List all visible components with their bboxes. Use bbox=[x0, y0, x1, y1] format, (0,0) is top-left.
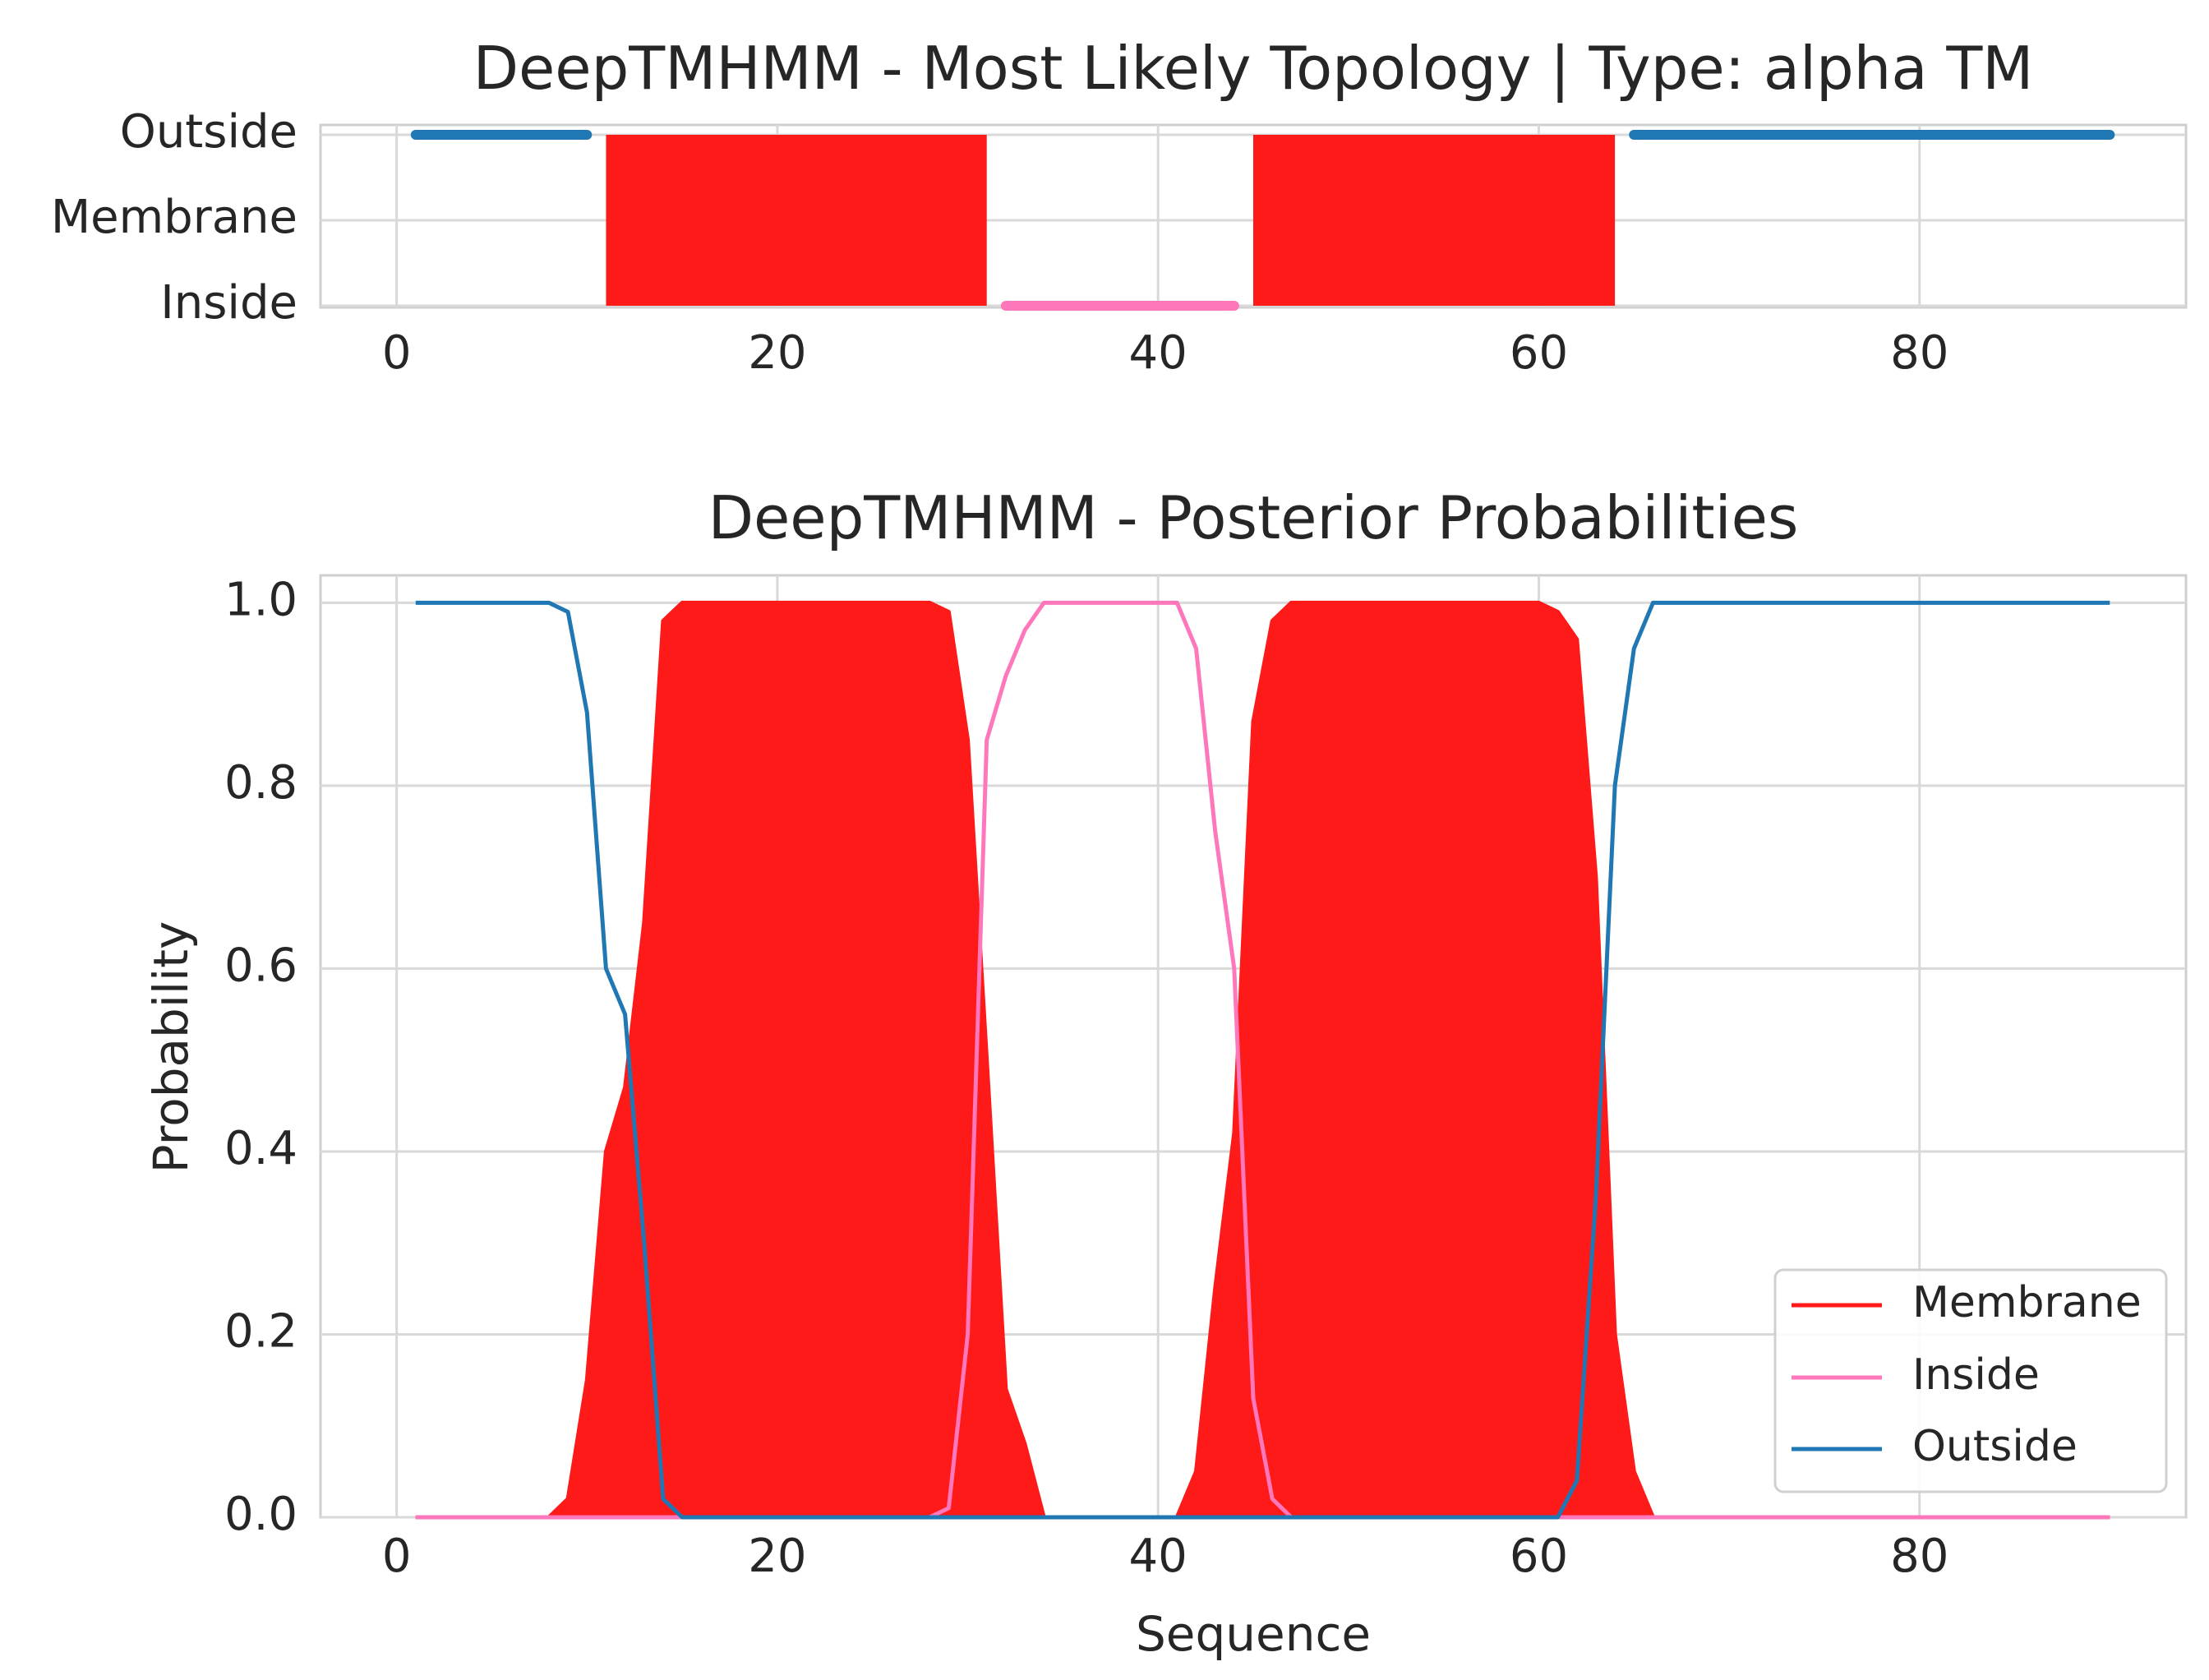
posterior-y-axis-label: Probability bbox=[143, 921, 199, 1174]
topology-xtick-label: 80 bbox=[1890, 326, 1948, 380]
topology-xtick-label: 0 bbox=[382, 326, 412, 380]
posterior-chart-title: DeepTMHMM - Posterior Probabilities bbox=[708, 483, 1799, 552]
posterior-ytick-label: 0.6 bbox=[224, 939, 297, 993]
posterior-xtick-label: 80 bbox=[1890, 1530, 1948, 1583]
posterior-ytick-label: 0.8 bbox=[224, 756, 297, 810]
posterior-xtick-label: 60 bbox=[1510, 1530, 1568, 1583]
topology-segment-membrane bbox=[1253, 135, 1616, 306]
topology-ytick-outside: Outside bbox=[120, 105, 297, 159]
topology-segment-membrane bbox=[606, 135, 987, 306]
posterior-xtick-label: 0 bbox=[382, 1530, 412, 1583]
posterior-x-axis-label: Sequence bbox=[1136, 1606, 1371, 1662]
topology-ytick-membrane: Membrane bbox=[51, 191, 297, 244]
topology-chart-title: DeepTMHMM - Most Likely Topology | Type:… bbox=[473, 34, 2034, 104]
legend-inside-label: Inside bbox=[1912, 1350, 2040, 1400]
posterior-xtick-label: 40 bbox=[1129, 1530, 1188, 1583]
series-membrane-area bbox=[415, 602, 2110, 1517]
posterior-ytick-label: 0.0 bbox=[224, 1488, 297, 1541]
series-outside-line bbox=[415, 600, 2110, 1520]
legend-frame bbox=[1773, 1268, 2168, 1493]
topology-xtick-label: 20 bbox=[748, 326, 806, 380]
posterior-legend: Membrane Inside Outside bbox=[1773, 1268, 2168, 1493]
legend-membrane-label: Membrane bbox=[1912, 1278, 2142, 1327]
posterior-ytick-label: 0.2 bbox=[224, 1305, 297, 1359]
topology-ytick-inside: Inside bbox=[160, 276, 297, 330]
topology-xtick-label: 60 bbox=[1510, 326, 1568, 380]
legend-outside-label: Outside bbox=[1912, 1422, 2078, 1471]
posterior-ytick-label: 0.4 bbox=[224, 1122, 297, 1175]
series-inside-line bbox=[415, 600, 2110, 1520]
topology-chart: 0 20 40 60 80 Outside Membrane Inside DeepTM… bbox=[51, 34, 2188, 380]
posterior-chart: 0 20 40 60 80 0.0 0.2 0.4 0.6 0.8 1.0 DeepTMHMM -… bbox=[143, 483, 2188, 1662]
topology-xtick-label: 40 bbox=[1129, 326, 1188, 380]
posterior-ytick-label: 1.0 bbox=[224, 574, 297, 627]
posterior-xtick-label: 20 bbox=[748, 1530, 806, 1583]
